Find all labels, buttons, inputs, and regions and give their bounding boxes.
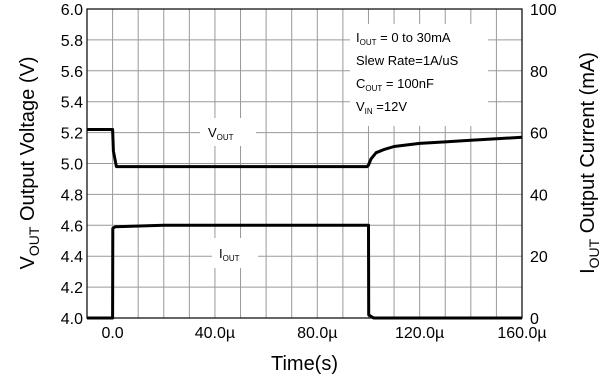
- y-left-axis-title: VOUT Output Voltage (V): [17, 56, 42, 269]
- y-right-tick-label: 40: [530, 187, 548, 204]
- x-tick-label: 120.0µ: [395, 325, 444, 342]
- y-left-tick-label: 5.0: [61, 157, 83, 174]
- annotation-background: [350, 24, 488, 126]
- y-left-tick-labels: 4.0 4.2 4.4 4.6 4.8 5.0 5.2 5.4 5.6 5.8 6.0: [61, 2, 83, 328]
- y-right-tick-label: 60: [530, 126, 548, 143]
- series-labels: VOUT IOUT: [200, 118, 258, 268]
- iout-series-label: IOUT: [219, 246, 240, 263]
- y-left-tick-label: 5.8: [61, 33, 83, 50]
- y-left-tick-label: 5.4: [61, 95, 83, 112]
- x-tick-label: 0.0: [101, 325, 123, 342]
- y-left-tick-label: 6.0: [61, 2, 83, 19]
- annotation-line: Slew Rate=1A/uS: [356, 53, 459, 68]
- series-layer: [87, 128, 523, 320]
- y-left-tick-label: 4.0: [61, 311, 83, 328]
- iout-label-bg: [212, 238, 258, 268]
- y-left-tick-label: 4.8: [61, 187, 83, 204]
- y-right-axis-title: IOUT Output Current (mA): [577, 52, 602, 274]
- x-axis-title: Time(s): [271, 353, 338, 375]
- y-right-title-text: IOUT Output Current (mA): [577, 52, 602, 274]
- x-tick-label: 80.0µ: [297, 325, 337, 342]
- annotation-line: IOUT = 0 to 30mA: [356, 30, 451, 47]
- y-left-tick-label: 5.6: [61, 64, 83, 81]
- annotation-line: VIN =12V: [356, 99, 407, 116]
- y-left-tick-label: 4.6: [61, 218, 83, 235]
- y-right-tick-labels: 0 20 40 60 80 100: [530, 2, 557, 328]
- y-left-tick-label: 5.2: [61, 126, 83, 143]
- series-line-iout: [87, 223, 522, 320]
- x-tick-label: 40.0µ: [195, 325, 235, 342]
- annotation-line: COUT = 100nF: [356, 76, 434, 93]
- plot-frame: [86, 8, 523, 319]
- y-left-tick-label: 4.2: [61, 280, 83, 297]
- y-right-tick-label: 100: [530, 2, 557, 19]
- series-line-vout: [87, 128, 523, 169]
- y-right-tick-label: 80: [530, 64, 548, 81]
- y-right-tick-label: 0: [530, 311, 539, 328]
- vout-label-bg: [200, 118, 256, 146]
- vout-series-label: VOUT: [208, 125, 234, 142]
- y-left-tick-label: 4.4: [61, 249, 83, 266]
- annotation-box: IOUT = 0 to 30mA Slew Rate=1A/uS COUT = 10…: [350, 24, 488, 126]
- x-tick-label: 160.0µ: [497, 325, 546, 342]
- x-tick-labels: 0.0 40.0µ 80.0µ 120.0µ 160.0µ: [101, 325, 546, 342]
- y-right-tick-label: 20: [530, 249, 548, 266]
- y-left-title-text: VOUT Output Voltage (V): [17, 56, 42, 269]
